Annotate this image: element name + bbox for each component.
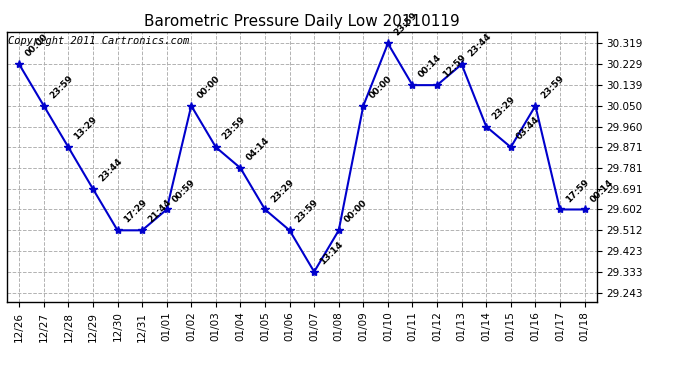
Text: 23:59: 23:59 bbox=[48, 74, 75, 100]
Text: 17:59: 17:59 bbox=[564, 177, 591, 204]
Text: 13:14: 13:14 bbox=[318, 240, 345, 266]
Text: 23:29: 23:29 bbox=[269, 177, 296, 204]
Text: 23:29: 23:29 bbox=[491, 94, 517, 121]
Text: 23:59: 23:59 bbox=[294, 198, 320, 225]
Text: 12:59: 12:59 bbox=[441, 53, 468, 80]
Title: Barometric Pressure Daily Low 20110119: Barometric Pressure Daily Low 20110119 bbox=[144, 14, 460, 29]
Text: Copyright 2011 Cartronics.com: Copyright 2011 Cartronics.com bbox=[8, 36, 189, 46]
Text: 23:44: 23:44 bbox=[466, 32, 493, 59]
Text: 00:59: 00:59 bbox=[171, 177, 197, 204]
Text: 04:14: 04:14 bbox=[244, 136, 271, 162]
Text: 23:59: 23:59 bbox=[220, 115, 247, 142]
Text: 23:59: 23:59 bbox=[392, 11, 419, 38]
Text: 00:00: 00:00 bbox=[368, 74, 394, 100]
Text: 13:29: 13:29 bbox=[72, 115, 99, 142]
Text: 03:44: 03:44 bbox=[515, 115, 542, 142]
Text: 21:44: 21:44 bbox=[146, 198, 173, 225]
Text: 00:14: 00:14 bbox=[417, 53, 443, 80]
Text: 00:00: 00:00 bbox=[23, 33, 50, 59]
Text: 23:44: 23:44 bbox=[97, 156, 124, 183]
Text: 17:29: 17:29 bbox=[121, 198, 148, 225]
Text: 23:59: 23:59 bbox=[540, 74, 566, 100]
Text: 00:00: 00:00 bbox=[343, 198, 369, 225]
Text: 00:14: 00:14 bbox=[589, 177, 615, 204]
Text: 00:00: 00:00 bbox=[195, 74, 221, 100]
